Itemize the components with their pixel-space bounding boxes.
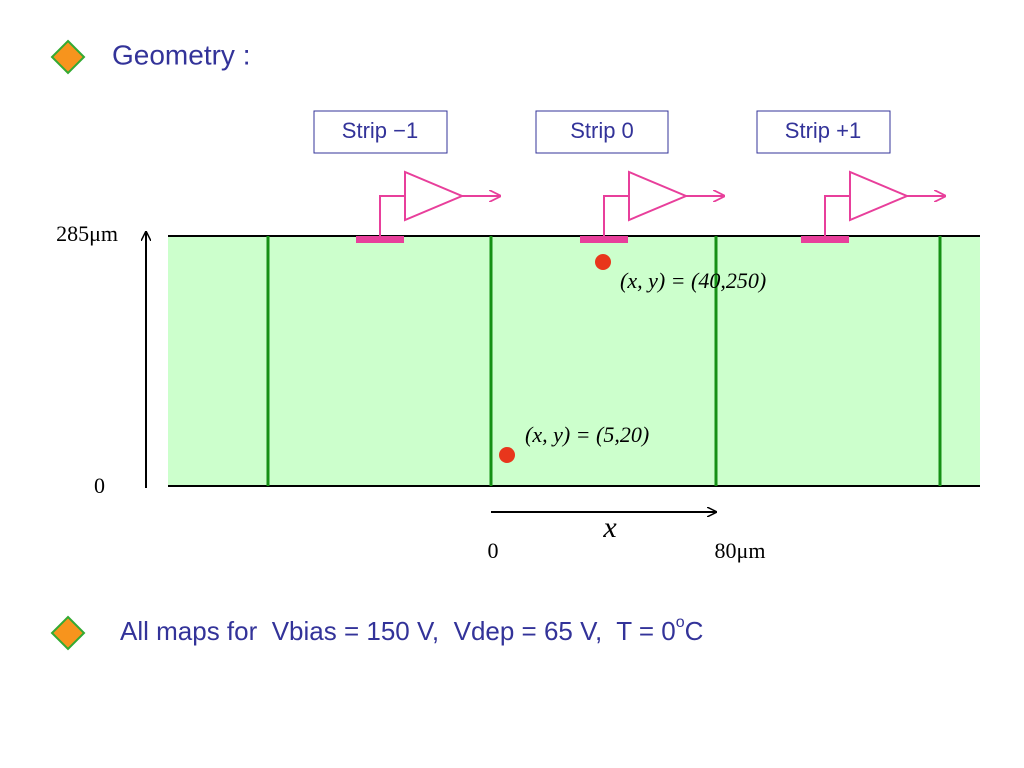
- x-axis-end: 80μm: [715, 538, 766, 563]
- title: Geometry :: [112, 39, 250, 70]
- point-label: (x, y) = (40,250): [620, 268, 766, 293]
- strip-box: [313, 110, 448, 154]
- strip-pads: [356, 236, 849, 243]
- strip-label: Strip +1: [785, 118, 861, 143]
- note-text: All maps for Vbias = 150 V, Vdep = 65 V,…: [120, 616, 676, 646]
- point: [499, 447, 515, 463]
- point-label: (x, y) = (5,20): [525, 422, 649, 447]
- y-axis-top: 285μm: [56, 221, 118, 246]
- note: All maps for Vbias = 150 V, Vdep = 65 V,…: [120, 614, 703, 646]
- strip-label: Strip 0: [570, 118, 634, 143]
- strip-box: [535, 110, 669, 154]
- x-axis-start: 0: [488, 538, 499, 563]
- amplifiers: [379, 170, 945, 236]
- note-unit: C: [685, 616, 704, 646]
- bullet: [50, 39, 86, 75]
- y-axis-bottom: 0: [94, 473, 105, 498]
- cell-boundaries: [266, 236, 942, 486]
- strip-box: [756, 110, 891, 154]
- bullet: [50, 615, 86, 651]
- x-axis-name: x: [602, 511, 617, 544]
- sensor: [168, 236, 980, 486]
- note-superscript: o: [676, 614, 685, 631]
- point: [595, 254, 611, 270]
- strip-label: Strip −1: [342, 118, 418, 143]
